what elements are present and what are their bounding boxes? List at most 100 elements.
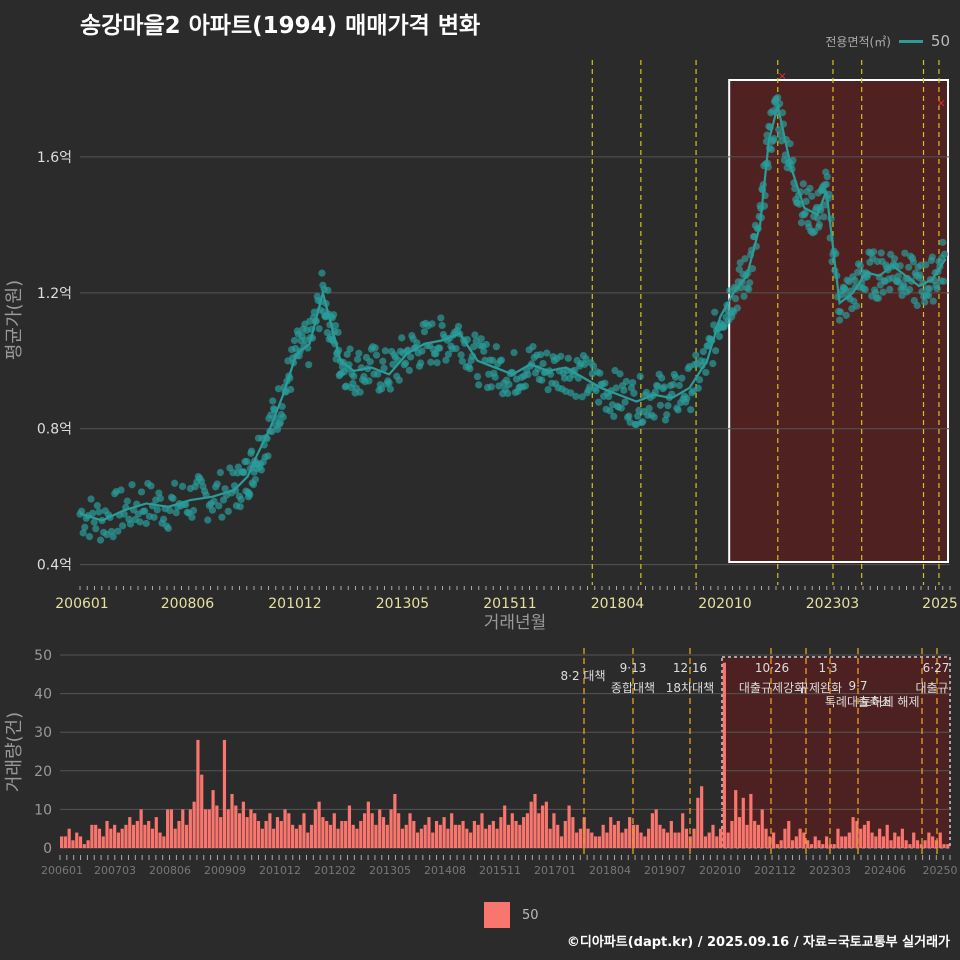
volume-bar xyxy=(192,801,196,848)
volume-bar xyxy=(306,832,310,848)
price-point xyxy=(224,507,232,515)
volume-bar xyxy=(817,840,821,848)
volume-bar xyxy=(124,824,128,848)
volume-bar xyxy=(404,824,408,848)
price-point xyxy=(334,328,342,336)
price-point xyxy=(81,523,89,531)
price-point xyxy=(835,316,844,324)
volume-bar xyxy=(684,828,689,848)
volume-bar xyxy=(325,820,329,848)
price-point xyxy=(544,386,552,394)
price-y-tick-label: 0.8억 xyxy=(37,422,72,438)
volume-bar xyxy=(772,832,776,848)
price-point xyxy=(775,125,783,134)
volume-bar xyxy=(537,813,541,848)
price-point xyxy=(536,351,545,359)
price-point xyxy=(77,507,86,515)
volume-bar xyxy=(446,828,450,848)
legend-area-label: 전용면적(㎡) xyxy=(825,34,891,49)
volume-bar xyxy=(253,813,257,848)
price-point xyxy=(269,397,277,405)
price-point xyxy=(856,262,865,270)
price-point xyxy=(487,383,495,391)
volume-bar xyxy=(806,840,810,848)
price-point xyxy=(331,322,340,330)
price-point xyxy=(117,486,125,494)
volume-bar xyxy=(374,824,378,848)
volume-bar xyxy=(366,801,370,848)
price-point xyxy=(683,394,691,402)
volume-bar xyxy=(260,828,264,848)
volume-x-tick-label: 201701 xyxy=(534,864,576,877)
price-point xyxy=(656,401,665,409)
price-point xyxy=(374,370,382,378)
price-point xyxy=(776,100,784,108)
volume-x-tick-label: 202303 xyxy=(809,864,851,877)
price-point xyxy=(529,342,537,351)
volume-bar xyxy=(105,820,109,848)
price-point xyxy=(735,265,743,273)
price-point xyxy=(365,377,373,385)
volume-bar xyxy=(597,836,601,848)
price-y-tick-label: 1.2억 xyxy=(37,286,72,302)
volume-bar xyxy=(775,844,779,848)
volume-bar xyxy=(469,832,473,848)
volume-bar xyxy=(878,828,882,848)
volume-bar xyxy=(832,844,836,848)
price-point xyxy=(678,374,686,382)
volume-bar xyxy=(351,824,355,848)
price-point xyxy=(128,481,136,489)
price-point xyxy=(605,392,613,401)
price-point xyxy=(601,379,609,387)
price-point xyxy=(692,351,700,359)
price-point xyxy=(702,368,710,377)
volume-bar xyxy=(692,828,696,848)
price-point xyxy=(418,347,426,355)
price-point xyxy=(290,336,299,345)
price-point xyxy=(240,468,248,477)
price-point xyxy=(330,311,338,319)
volume-bar xyxy=(722,662,726,848)
price-point xyxy=(442,356,450,364)
volume-bar xyxy=(529,801,533,848)
price-legend: 전용면적(㎡) 50 xyxy=(825,32,950,50)
volume-bar xyxy=(207,809,211,848)
price-point xyxy=(118,522,127,530)
volume-bar xyxy=(715,836,719,848)
volume-bar xyxy=(578,828,583,848)
price-point xyxy=(922,261,930,269)
volume-bar xyxy=(620,832,624,848)
volume-y-tick-label: 40 xyxy=(34,687,52,703)
price-point xyxy=(925,285,934,293)
volume-bar xyxy=(900,828,904,848)
price-point xyxy=(671,373,680,381)
price-point xyxy=(940,277,948,285)
price-point xyxy=(156,494,165,502)
volume-bar xyxy=(855,820,859,848)
volume-bar xyxy=(658,824,662,848)
price-point xyxy=(510,348,518,357)
volume-bar xyxy=(359,820,363,848)
price-point xyxy=(147,482,155,490)
price-point xyxy=(172,509,180,517)
price-point xyxy=(243,457,251,466)
volume-bar xyxy=(779,840,783,848)
volume-bar xyxy=(745,824,749,848)
volume-chart: 0 10 20 30 40 50 8·2 대책 9·13 12·16 10·26 1·3 9·7 6·2… xyxy=(4,648,958,877)
volume-bar xyxy=(843,836,848,848)
price-point xyxy=(267,411,275,419)
volume-bar xyxy=(726,832,730,848)
volume-bar xyxy=(381,817,386,848)
volume-bar xyxy=(385,824,389,848)
volume-bar xyxy=(495,828,499,848)
price-point xyxy=(808,192,816,200)
volume-bar xyxy=(874,836,878,848)
volume-x-tick-label: 201305 xyxy=(369,864,411,877)
volume-bar xyxy=(256,820,261,848)
volume-x-tick-label: 201511 xyxy=(479,864,521,877)
price-point xyxy=(246,491,254,499)
price-point xyxy=(547,370,555,378)
volume-bar xyxy=(268,813,272,848)
volume-bar xyxy=(453,824,458,848)
volume-bar xyxy=(275,817,280,848)
